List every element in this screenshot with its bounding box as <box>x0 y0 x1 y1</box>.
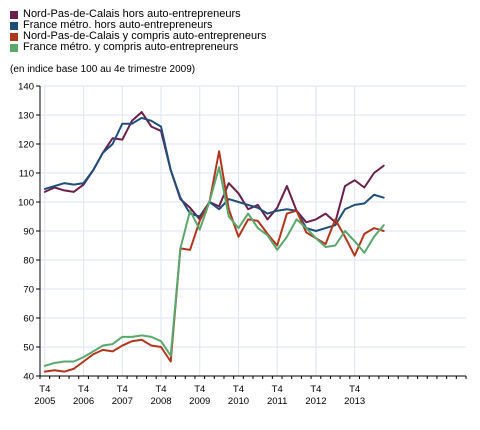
legend-swatch <box>10 43 18 52</box>
y-tick-label: 70 <box>23 285 34 296</box>
x-tick-label-quarter: T4 <box>194 384 205 395</box>
legend: Nord-Pas-de-Calais hors auto-entrepreneu… <box>10 9 266 53</box>
x-tick-label-year: 2013 <box>344 396 365 407</box>
x-tick-label-year: 2012 <box>305 396 326 407</box>
legend-item: France métro. hors auto-entrepreneurs <box>10 20 266 31</box>
legend-label: France métro. hors auto-entrepreneurs <box>23 19 213 31</box>
x-tick-label-year: 2007 <box>112 396 133 407</box>
y-tick-label: 100 <box>18 198 34 209</box>
legend-item: France métro. y compris auto-entrepreneu… <box>10 42 266 53</box>
y-tick-label: 120 <box>18 140 34 151</box>
legend-item: Nord-Pas-de-Calais y compris auto-entrep… <box>10 31 266 42</box>
series-line-2 <box>43 116 385 232</box>
y-tick-label: 110 <box>19 169 34 180</box>
x-tick-label-quarter: T4 <box>233 384 244 395</box>
y-tick-label: 40 <box>23 372 34 383</box>
y-tick-label: 90 <box>23 227 34 238</box>
x-tick-label-quarter: T4 <box>78 384 89 395</box>
x-tick-label-year: 2006 <box>73 396 94 407</box>
legend-label: Nord-Pas-de-Calais y compris auto-entrep… <box>23 30 267 42</box>
series-line-4 <box>43 166 385 367</box>
legend-item: Nord-Pas-de-Calais hors auto-entrepreneu… <box>10 9 266 20</box>
legend-label: France métro. y compris auto-entrepreneu… <box>23 41 239 53</box>
series-line-3 <box>43 150 385 373</box>
y-tick-label: 60 <box>23 314 34 325</box>
x-tick-label-quarter: T4 <box>349 384 360 395</box>
x-tick-label-quarter: T4 <box>272 384 283 395</box>
legend-label: Nord-Pas-de-Calais hors auto-entrepreneu… <box>23 8 241 20</box>
x-tick-label-year: 2008 <box>150 396 171 407</box>
x-tick-label-quarter: T4 <box>155 384 166 395</box>
legend-swatch <box>10 32 18 41</box>
x-tick-label-quarter: T4 <box>310 384 321 395</box>
chart-subtitle: (en indice base 100 au 4e trimestre 2009… <box>10 64 196 75</box>
x-tick-label-quarter: T4 <box>117 384 128 395</box>
x-tick-label-year: 2010 <box>228 396 249 407</box>
y-tick-label: 140 <box>18 82 34 93</box>
x-tick-label-quarter: T4 <box>39 384 50 395</box>
legend-swatch <box>10 10 18 19</box>
legend-swatch <box>10 21 18 30</box>
y-tick-label: 130 <box>18 111 34 122</box>
y-tick-label: 50 <box>23 343 34 354</box>
x-tick-label-year: 2005 <box>34 396 55 407</box>
x-tick-label-year: 2009 <box>189 396 210 407</box>
x-tick-label-year: 2011 <box>267 396 287 407</box>
y-tick-label: 80 <box>23 256 34 267</box>
